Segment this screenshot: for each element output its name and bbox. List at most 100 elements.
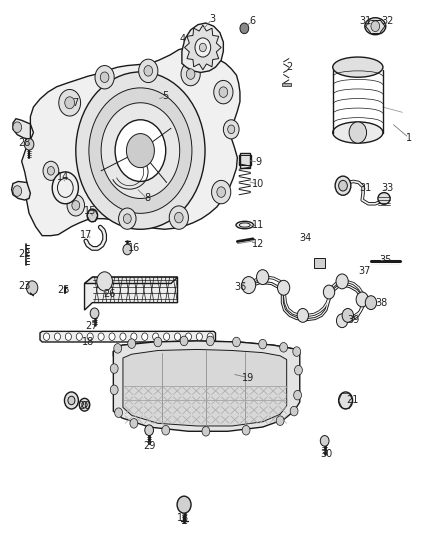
- Text: 21: 21: [346, 395, 358, 406]
- Polygon shape: [12, 181, 30, 200]
- Circle shape: [174, 333, 180, 341]
- Circle shape: [356, 292, 368, 307]
- Text: 11: 11: [252, 220, 265, 230]
- Circle shape: [115, 120, 166, 181]
- Circle shape: [276, 416, 284, 425]
- Ellipse shape: [333, 122, 383, 143]
- Text: 8: 8: [144, 193, 150, 204]
- Text: 31: 31: [360, 183, 372, 193]
- Circle shape: [115, 408, 123, 417]
- Circle shape: [154, 337, 162, 347]
- Circle shape: [196, 333, 202, 341]
- Circle shape: [110, 385, 118, 394]
- Circle shape: [131, 333, 137, 341]
- Circle shape: [124, 214, 131, 223]
- Polygon shape: [123, 350, 287, 426]
- Circle shape: [65, 333, 71, 341]
- Circle shape: [97, 272, 113, 291]
- Text: 6: 6: [250, 16, 256, 26]
- Text: 33: 33: [381, 183, 394, 193]
- Circle shape: [293, 347, 300, 357]
- Text: 9: 9: [255, 157, 261, 167]
- Circle shape: [87, 333, 93, 341]
- Circle shape: [98, 333, 104, 341]
- Circle shape: [280, 343, 288, 352]
- Circle shape: [162, 425, 170, 435]
- Circle shape: [67, 195, 85, 216]
- Circle shape: [290, 406, 298, 416]
- Circle shape: [95, 66, 114, 89]
- Circle shape: [101, 103, 180, 198]
- Circle shape: [119, 208, 136, 229]
- Text: 14: 14: [57, 172, 69, 182]
- Text: 3: 3: [209, 14, 215, 25]
- Circle shape: [195, 38, 211, 57]
- Circle shape: [114, 344, 122, 353]
- Circle shape: [320, 435, 329, 446]
- Text: 28: 28: [18, 138, 31, 148]
- Polygon shape: [184, 25, 221, 70]
- Circle shape: [127, 134, 154, 167]
- Circle shape: [13, 185, 21, 196]
- Circle shape: [207, 333, 213, 341]
- Text: 34: 34: [299, 233, 311, 244]
- Circle shape: [100, 72, 109, 83]
- Text: 17: 17: [80, 230, 92, 240]
- Circle shape: [294, 366, 302, 375]
- Circle shape: [145, 425, 153, 435]
- Circle shape: [214, 80, 233, 104]
- Text: 35: 35: [380, 255, 392, 264]
- Circle shape: [142, 333, 148, 341]
- Circle shape: [128, 339, 136, 349]
- Circle shape: [152, 333, 159, 341]
- Text: 10: 10: [252, 179, 265, 189]
- Circle shape: [43, 161, 59, 180]
- Circle shape: [47, 166, 54, 175]
- Circle shape: [233, 337, 240, 347]
- Circle shape: [219, 87, 228, 98]
- Circle shape: [371, 21, 380, 31]
- Text: 29: 29: [143, 441, 155, 451]
- Circle shape: [68, 396, 75, 405]
- Bar: [314, 258, 325, 268]
- Text: 1: 1: [406, 133, 412, 143]
- Circle shape: [342, 309, 353, 322]
- Circle shape: [24, 139, 34, 150]
- Text: 18: 18: [82, 337, 94, 347]
- Bar: [240, 153, 250, 167]
- Circle shape: [13, 122, 21, 133]
- Circle shape: [199, 43, 206, 52]
- Ellipse shape: [236, 221, 254, 229]
- Circle shape: [223, 120, 239, 139]
- Text: 5: 5: [162, 91, 169, 101]
- Text: 39: 39: [347, 314, 360, 325]
- Polygon shape: [40, 332, 215, 342]
- Polygon shape: [85, 277, 177, 284]
- Circle shape: [109, 333, 115, 341]
- Text: 15: 15: [84, 206, 96, 216]
- Circle shape: [26, 281, 38, 295]
- Ellipse shape: [365, 18, 386, 35]
- Circle shape: [169, 206, 188, 229]
- Text: 22: 22: [18, 249, 31, 259]
- Bar: [239, 155, 251, 165]
- Text: 23: 23: [18, 281, 31, 290]
- Text: 37: 37: [359, 266, 371, 276]
- Polygon shape: [113, 341, 300, 365]
- Circle shape: [76, 333, 82, 341]
- Text: 31: 31: [360, 17, 372, 27]
- Text: 12: 12: [252, 239, 265, 248]
- Text: 16: 16: [128, 244, 141, 253]
- Polygon shape: [21, 47, 240, 236]
- Circle shape: [339, 392, 353, 409]
- Text: 27: 27: [86, 321, 98, 331]
- Ellipse shape: [333, 57, 383, 77]
- Circle shape: [76, 72, 205, 229]
- Circle shape: [339, 180, 347, 191]
- Circle shape: [72, 200, 80, 210]
- Circle shape: [185, 333, 191, 341]
- Text: 19: 19: [242, 373, 254, 383]
- Circle shape: [139, 59, 158, 83]
- Text: 13: 13: [177, 513, 189, 523]
- Circle shape: [228, 125, 235, 134]
